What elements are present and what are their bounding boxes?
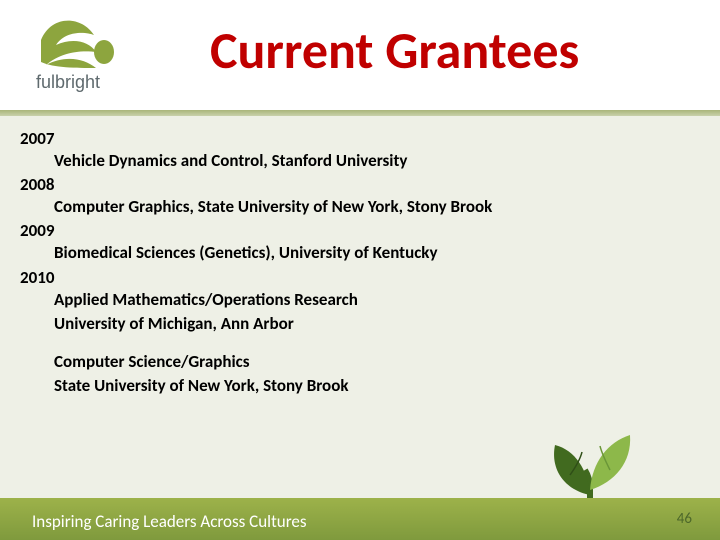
- grantee-entry: Vehicle Dynamics and Control, Stanford U…: [54, 150, 700, 172]
- grantee-entry: State University of New York, Stony Broo…: [54, 375, 700, 397]
- header-divider: [0, 110, 720, 116]
- header: fulbright Current Grantees: [0, 0, 720, 110]
- grantee-entry: Computer Graphics, State University of N…: [54, 196, 700, 218]
- grantee-entry: University of Michigan, Ann Arbor: [54, 313, 700, 335]
- year-label: 2008: [20, 174, 700, 196]
- grantee-entry: Applied Mathematics/Operations Research: [54, 289, 700, 311]
- slide: fulbright Current Grantees 2007 Vehicle …: [0, 0, 720, 540]
- year-label: 2010: [20, 267, 700, 289]
- spacer: [20, 337, 700, 351]
- page-number: 46: [677, 510, 692, 528]
- year-label: 2007: [20, 128, 700, 150]
- grantee-entry: Computer Science/Graphics: [54, 351, 700, 373]
- content-body: 2007 Vehicle Dynamics and Control, Stanf…: [20, 126, 700, 399]
- svg-text:fulbright: fulbright: [36, 72, 100, 92]
- grantee-entry: Biomedical Sciences (Genetics), Universi…: [54, 242, 700, 264]
- footer-tagline: Inspiring Caring Leaders Across Cultures: [32, 513, 332, 532]
- page-title: Current Grantees: [210, 18, 579, 82]
- year-label: 2009: [20, 220, 700, 242]
- fulbright-logo: fulbright: [26, 10, 136, 100]
